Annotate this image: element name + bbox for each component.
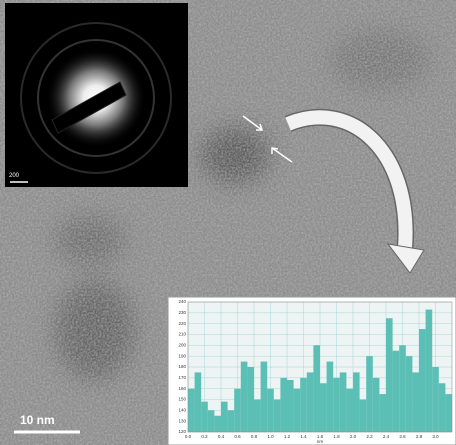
x-tick-label: 2.6 xyxy=(399,434,406,439)
bar xyxy=(188,389,195,432)
y-tick-label: 160 xyxy=(178,386,186,391)
bar xyxy=(234,389,241,432)
x-tick-label: 0.4 xyxy=(218,434,225,439)
bar xyxy=(399,345,406,432)
bar xyxy=(320,383,327,432)
y-tick-label: 210 xyxy=(178,332,186,337)
bar xyxy=(267,389,274,432)
x-tick-label: 2.0 xyxy=(350,434,357,439)
micrograph: 200 10 nm 120130140150160170180190200210… xyxy=(0,0,456,445)
x-tick-label: 0.2 xyxy=(201,434,208,439)
y-tick-label: 130 xyxy=(178,418,186,423)
bar xyxy=(247,367,254,432)
y-tick-label: 180 xyxy=(178,364,186,369)
x-tick-label: 1.4 xyxy=(300,434,307,439)
saed-inset: 200 xyxy=(5,3,188,187)
bar xyxy=(386,318,393,432)
bar xyxy=(241,362,248,432)
bar xyxy=(221,402,228,432)
x-tick-label: 2.8 xyxy=(416,434,423,439)
y-tick-label: 200 xyxy=(178,343,186,348)
bar xyxy=(432,367,439,432)
bar xyxy=(346,389,353,432)
bar xyxy=(300,378,307,432)
x-axis-label: nm xyxy=(317,439,324,444)
bar xyxy=(228,410,235,432)
bar xyxy=(393,351,400,432)
bar xyxy=(327,362,334,432)
bar xyxy=(208,410,215,432)
bar xyxy=(360,400,367,433)
bar xyxy=(201,402,208,432)
y-tick-label: 140 xyxy=(178,408,186,413)
bar xyxy=(195,372,202,432)
bar xyxy=(294,389,301,432)
y-tick-label: 170 xyxy=(178,375,186,380)
bar xyxy=(261,362,268,432)
x-tick-label: 0.8 xyxy=(251,434,258,439)
x-tick-label: 3.0 xyxy=(432,434,439,439)
y-tick-label: 230 xyxy=(178,310,186,315)
bar xyxy=(254,400,261,433)
y-tick-label: 240 xyxy=(178,299,186,304)
x-tick-label: 0.0 xyxy=(185,434,192,439)
bar xyxy=(307,372,314,432)
x-tick-label: 1.8 xyxy=(333,434,340,439)
bar xyxy=(287,380,294,432)
scale-bar-label: 10 nm xyxy=(20,413,55,427)
bar xyxy=(406,356,413,432)
bar xyxy=(366,356,373,432)
y-tick-label: 150 xyxy=(178,397,186,402)
bar xyxy=(379,394,386,432)
bar xyxy=(419,329,426,432)
bar xyxy=(280,378,287,432)
x-tick-label: 0.6 xyxy=(234,434,241,439)
x-tick-label: 2.2 xyxy=(366,434,373,439)
x-tick-label: 2.4 xyxy=(383,434,390,439)
saed-scale-label: 200 xyxy=(9,173,20,179)
y-tick-label: 220 xyxy=(178,321,186,326)
bar xyxy=(426,310,433,432)
bar xyxy=(214,416,221,432)
y-tick-label: 190 xyxy=(178,353,186,358)
bar xyxy=(340,372,347,432)
x-tick-label: 1.2 xyxy=(284,434,291,439)
bar xyxy=(353,372,360,432)
bar xyxy=(412,372,419,432)
bar xyxy=(333,378,340,432)
x-tick-label: 1.0 xyxy=(267,434,274,439)
bar xyxy=(313,345,320,432)
bar xyxy=(439,383,446,432)
profile-chart: 1201301401501601701801902002102202302400… xyxy=(168,297,456,445)
bar xyxy=(445,394,452,432)
bar xyxy=(373,378,380,432)
bar xyxy=(274,400,281,433)
